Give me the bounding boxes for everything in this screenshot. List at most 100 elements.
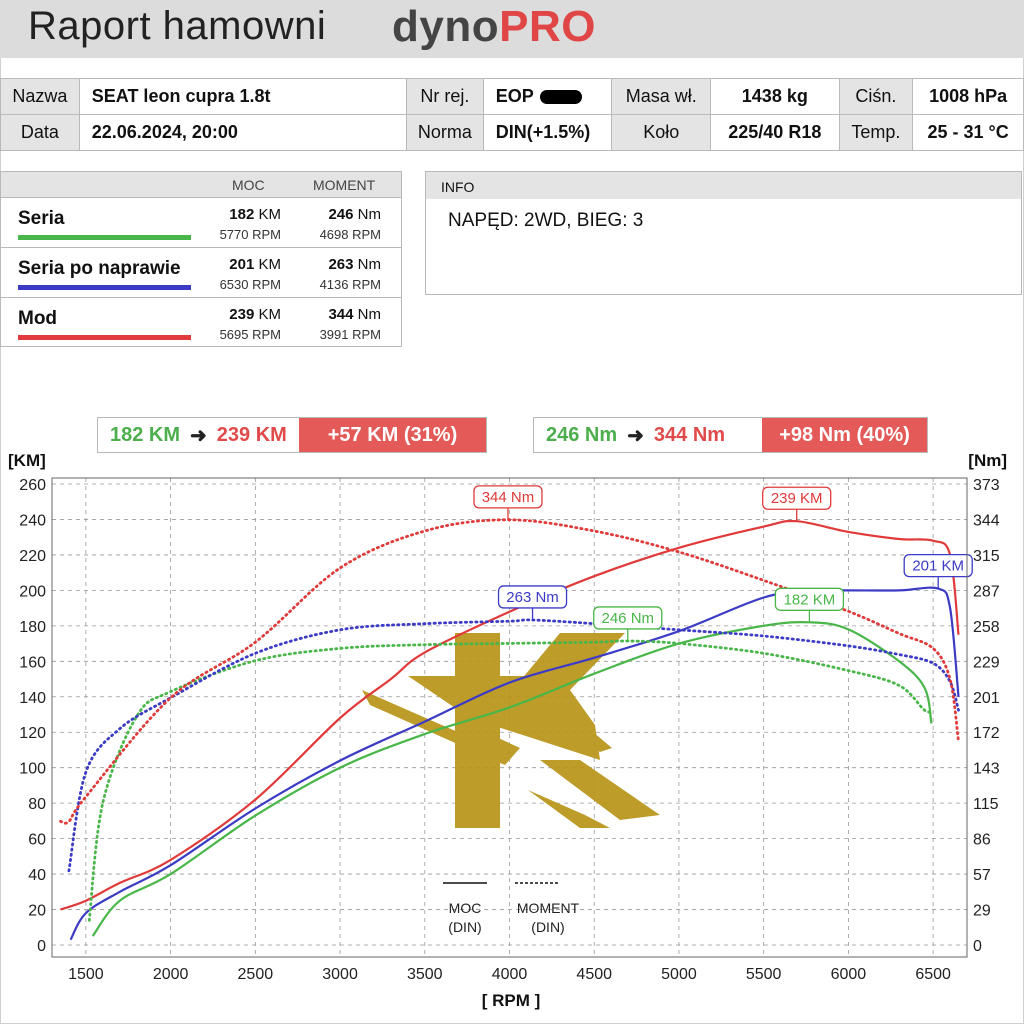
y-right-tick-label: 344 bbox=[973, 512, 1000, 529]
moc-header: MOC bbox=[232, 177, 265, 193]
y-right-tick-label: 287 bbox=[973, 583, 1000, 600]
x-tick-label: 6000 bbox=[831, 966, 867, 983]
power-cell: 239 KM 5695 RPM bbox=[219, 306, 281, 342]
brand-logo: dynoPRO bbox=[392, 2, 596, 51]
annotation-label: 201 KM bbox=[912, 558, 964, 575]
annotation-label: 344 Nm bbox=[482, 489, 535, 506]
power-cell: 182 KM 5770 RPM bbox=[219, 206, 281, 242]
annotation-label: 246 Nm bbox=[602, 610, 655, 627]
legend-solid-label: (DIN) bbox=[448, 919, 481, 935]
power-cell: 201 KM 6530 RPM bbox=[219, 256, 281, 292]
x-tick-label: 2500 bbox=[238, 966, 274, 983]
power-from: 182 KM bbox=[110, 423, 181, 446]
seria-po-naprawie-torque-curve bbox=[67, 618, 960, 873]
y-left-tick-label: 80 bbox=[28, 796, 46, 813]
nr-rej-value: EOP bbox=[482, 78, 613, 115]
plate-redaction bbox=[540, 90, 583, 105]
x-tick-label: 3500 bbox=[407, 966, 443, 983]
y-left-tick-label: 0 bbox=[37, 938, 46, 955]
seria-torque-curve bbox=[87, 639, 935, 922]
arrow-right-icon: ➜ bbox=[627, 424, 644, 447]
run-name: Mod bbox=[18, 308, 58, 329]
y-right-tick-label: 57 bbox=[973, 867, 991, 884]
y-right-tick-label: 0 bbox=[973, 938, 982, 955]
x-tick-label: 5000 bbox=[661, 966, 697, 983]
temp-label: Temp. bbox=[838, 114, 914, 151]
report-header: Raport hamowni dynoPRO bbox=[0, 0, 1024, 58]
nazwa-label: Nazwa bbox=[0, 78, 80, 115]
torque-comparison: 246 Nm ➜ 344 Nm +98 Nm (40%) bbox=[533, 417, 928, 453]
legend: MOC (DIN) MOMENT (DIN) bbox=[443, 882, 580, 935]
y-left-tick-label: 120 bbox=[19, 725, 46, 742]
norma-value: DIN(+1.5%) bbox=[482, 114, 613, 151]
y-right-tick-label: 29 bbox=[973, 903, 991, 920]
plot-border bbox=[51, 477, 968, 958]
y-left-tick-label: 180 bbox=[19, 619, 46, 636]
annotation-box bbox=[473, 485, 543, 509]
annotation-box bbox=[903, 553, 973, 578]
x-tick-label: 4500 bbox=[576, 966, 612, 983]
y-left-tick-label: 140 bbox=[19, 690, 46, 707]
axes: 1500 2000 2500 3000 3500 4000 4500 5000 5500 6000… bbox=[8, 451, 1007, 1010]
x-tick-label: 2000 bbox=[153, 966, 189, 983]
nr-rej-label: Nr rej. bbox=[405, 78, 484, 115]
masa-label: Masa wł. bbox=[611, 78, 712, 115]
x-tick-label: 3000 bbox=[322, 966, 358, 983]
y-left-tick-label: 200 bbox=[19, 583, 46, 600]
annotation-box bbox=[762, 486, 832, 510]
report-title: Raport hamowni bbox=[28, 4, 327, 48]
summary-row-seria: Seria 182 KM 5770 RPM 246 Nm 4698 RPM bbox=[1, 197, 401, 248]
vehicle-info-table: Nazwa SEAT leon cupra 1.8t Nr rej. EOP M… bbox=[0, 78, 1024, 151]
x-tick-label: 4000 bbox=[492, 966, 528, 983]
y-right-tick-label: 373 bbox=[973, 477, 1000, 494]
run-name: Seria bbox=[18, 208, 65, 229]
data-value: 22.06.2024, 20:00 bbox=[78, 114, 407, 151]
data-label: Data bbox=[0, 114, 80, 151]
y-left-tick-label: 20 bbox=[28, 903, 46, 920]
legend-solid-label: MOC bbox=[449, 900, 482, 916]
x-tick-label: 5500 bbox=[746, 966, 782, 983]
summary-header: MOC MOMENT bbox=[1, 172, 401, 197]
kolo-value: 225/40 R18 bbox=[710, 114, 840, 151]
y-axis-right-label: [Nm] bbox=[968, 451, 1007, 470]
summary-row-seria-po-naprawie: Seria po naprawie 201 KM 6530 RPM 263 Nm 4… bbox=[1, 247, 401, 298]
cisn-label: Ciśn. bbox=[838, 78, 914, 115]
power-comparison: 182 KM ➜ 239 KM +57 KM (31%) bbox=[97, 417, 487, 453]
y-right-tick-label: 115 bbox=[973, 796, 999, 813]
y-left-tick-label: 60 bbox=[28, 832, 46, 849]
annotation-box bbox=[497, 585, 568, 609]
temp-value: 25 - 31 °C bbox=[912, 114, 1024, 151]
annotation-label: 182 KM bbox=[784, 591, 836, 608]
x-tick-label: 1500 bbox=[68, 966, 104, 983]
x-axis-label: [ RPM ] bbox=[482, 991, 541, 1010]
y-right-tick-label: 229 bbox=[973, 654, 1000, 671]
moment-header: MOMENT bbox=[313, 177, 376, 193]
y-left-tick-label: 40 bbox=[28, 867, 46, 884]
summary-panel: MOC MOMENT Seria 182 KM 5770 RPM 246 Nm 46… bbox=[0, 171, 402, 347]
annotation-label: 239 KM bbox=[771, 490, 823, 507]
torque-cell: 246 Nm 4698 RPM bbox=[319, 206, 381, 242]
x-tick-label: 6500 bbox=[915, 966, 951, 983]
run-color-bar bbox=[18, 235, 191, 240]
seria-power-curve bbox=[91, 621, 933, 937]
torque-cell: 344 Nm 3991 RPM bbox=[319, 306, 381, 342]
y-left-tick-label: 220 bbox=[19, 548, 46, 565]
cisn-value: 1008 hPa bbox=[912, 78, 1024, 115]
torque-from: 246 Nm bbox=[546, 423, 618, 446]
y-right-tick-label: 201 bbox=[973, 690, 1000, 707]
info-box: INFO NAPĘD: 2WD, BIEG: 3 bbox=[425, 171, 1022, 295]
nazwa-value: SEAT leon cupra 1.8t bbox=[78, 78, 407, 115]
y-left-tick-label: 100 bbox=[19, 761, 46, 778]
y-left-tick-label: 160 bbox=[19, 654, 46, 671]
info-header: INFO bbox=[426, 172, 1021, 199]
kolo-label: Koło bbox=[611, 114, 712, 151]
summary-row-mod: Mod 239 KM 5695 RPM 344 Nm 3991 RPM bbox=[1, 297, 401, 348]
masa-value: 1438 kg bbox=[710, 78, 840, 115]
y-right-tick-label: 315 bbox=[973, 548, 1000, 565]
norma-label: Norma bbox=[405, 114, 484, 151]
y-left-tick-label: 240 bbox=[19, 512, 46, 529]
legend-dotted-label: (DIN) bbox=[531, 919, 564, 935]
run-color-bar bbox=[18, 335, 191, 340]
run-name: Seria po naprawie bbox=[18, 258, 181, 279]
